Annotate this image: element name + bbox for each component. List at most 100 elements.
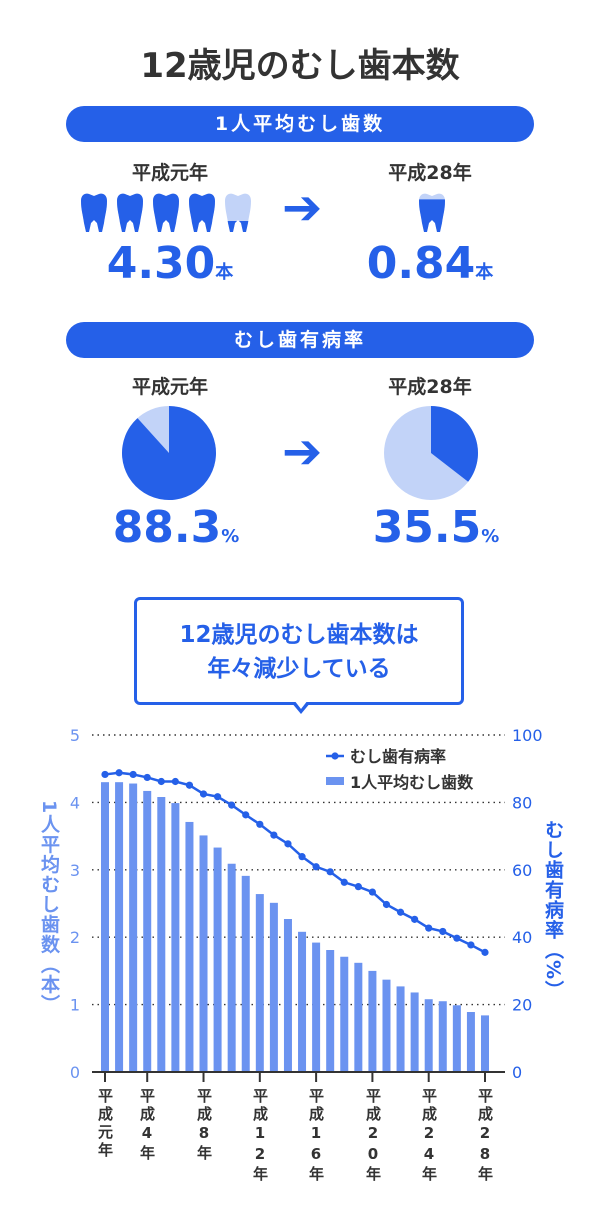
to-pct-value: 35.5% (326, 502, 546, 553)
line-point (340, 878, 348, 886)
line-point (242, 811, 250, 819)
right-tick-label: 80 (512, 793, 532, 812)
tooth-icon (189, 193, 215, 232)
tooth-fill (153, 193, 179, 232)
bar (171, 803, 180, 1072)
bar (340, 956, 349, 1072)
line-point (228, 801, 236, 809)
bar (283, 919, 292, 1072)
line-point (129, 770, 137, 779)
bar (298, 931, 307, 1072)
pie-slice (431, 406, 478, 482)
unit-text: % (481, 526, 500, 547)
left-tick-label: 1 (70, 996, 80, 1015)
bar (326, 950, 335, 1072)
value-text: 0.84 (366, 238, 476, 289)
left-tick-label: 0 (70, 1063, 80, 1082)
tooth-icon (419, 193, 445, 232)
teeth-icons-from (81, 193, 251, 232)
line-point (284, 840, 292, 848)
bar (396, 986, 405, 1072)
line-point (298, 853, 306, 861)
x-tick-label: 平成24年 (420, 1088, 438, 1184)
x-tick-label: 平成20年 (364, 1088, 382, 1184)
line-point (396, 908, 405, 916)
tooth-fill (419, 199, 445, 232)
right-axis-label: むし歯有病率（%） (542, 820, 564, 1001)
legend-label: 1人平均むし歯数 (350, 773, 474, 792)
legend-line-marker (331, 752, 339, 760)
line-point (199, 790, 208, 798)
callout-tail-inner (294, 700, 308, 709)
bar (213, 847, 222, 1072)
bar (438, 1001, 447, 1072)
bar (185, 821, 194, 1072)
line-point (101, 770, 109, 779)
right-tick-label: 60 (512, 861, 532, 880)
line-point (467, 941, 475, 949)
right-tick-label: 100 (512, 726, 543, 745)
tooth-fill (189, 193, 215, 232)
left-tick-label: 4 (70, 793, 80, 812)
value-text: 4.30 (106, 238, 216, 289)
value-text: 88.3 (112, 502, 222, 553)
tooth-fill (117, 193, 143, 232)
pie-chart-to (384, 406, 478, 500)
legend-label: むし歯有病率 (350, 747, 446, 766)
tooth-fill (227, 221, 249, 232)
bar (368, 970, 377, 1072)
line-point (354, 883, 362, 891)
callout-box: 12歳児のむし歯本数は 年々減少している (134, 597, 464, 705)
line-point (157, 777, 165, 786)
left-tick-label: 2 (70, 928, 80, 947)
line-point (312, 863, 320, 871)
bar (241, 875, 250, 1072)
line-point (270, 831, 278, 839)
bar (452, 1005, 461, 1072)
bar (143, 790, 152, 1072)
bar (157, 797, 166, 1072)
callout-line: 年々減少している (207, 656, 391, 682)
bar (101, 782, 109, 1072)
line-point (411, 915, 419, 923)
bar (382, 979, 391, 1072)
arrow-right-icon: ➔ (282, 424, 323, 480)
line-point (368, 888, 377, 896)
line-point (425, 924, 433, 932)
value-text: 35.5 (372, 502, 482, 553)
bar (115, 782, 124, 1072)
x-tick-label: 平成16年 (307, 1088, 325, 1184)
right-tick-label: 20 (512, 996, 532, 1015)
to-year-label: 平成28年 (388, 162, 472, 184)
unit-text: 本 (215, 262, 234, 283)
bar (227, 863, 236, 1072)
bar (354, 962, 363, 1072)
line-point (143, 773, 151, 782)
left-tick-label: 5 (70, 726, 80, 745)
to-year-label: 平成28年 (388, 376, 472, 398)
from-year-label: 平成元年 (131, 162, 208, 184)
tooth-fill (81, 193, 107, 232)
line-point (213, 793, 222, 801)
to-avg-value: 0.84本 (320, 238, 540, 289)
from-pct-value: 88.3% (66, 502, 286, 553)
bar (255, 894, 264, 1072)
left-axis-label: 1人平均むし歯数（本） (38, 800, 60, 1015)
page-title: 12歳児のむし歯本数 (140, 46, 460, 86)
x-tick-label: 平成元年 (96, 1088, 114, 1160)
pie-slice (122, 406, 216, 500)
right-tick-label: 40 (512, 928, 532, 947)
line-point (256, 820, 264, 828)
x-tick-label: 平成28年 (476, 1088, 494, 1184)
tooth-icon (225, 193, 251, 232)
from-year-label: 平成元年 (131, 376, 208, 398)
tooth-icon (153, 193, 179, 232)
section-header-prevalence: むし歯有病率 (66, 322, 534, 358)
bar (199, 835, 208, 1072)
line-point (382, 900, 391, 909)
x-tick-label: 平成8年 (195, 1088, 213, 1163)
teeth-icons-to (419, 193, 445, 232)
pie-chart-from (122, 406, 216, 500)
unit-text: 本 (475, 262, 494, 283)
bar (466, 1012, 475, 1072)
